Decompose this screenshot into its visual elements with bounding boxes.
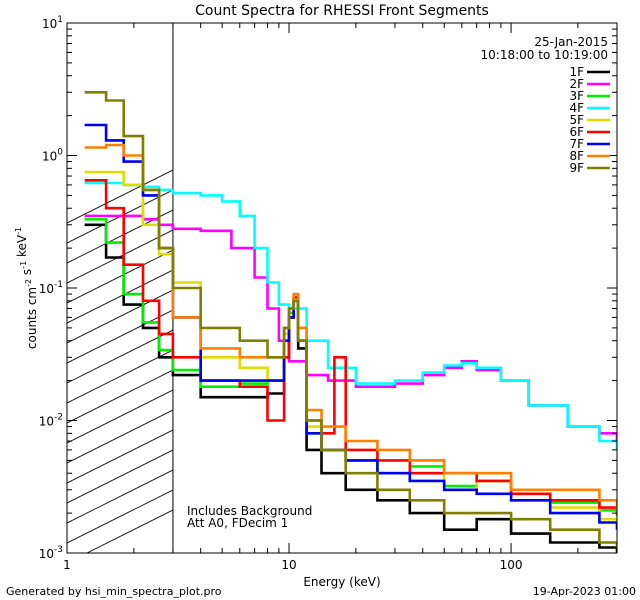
hatched-region [67, 169, 173, 553]
series-line-6F [84, 179, 617, 514]
legend-label-3F: 3F [569, 89, 584, 103]
y-tick-label: 10-1 [39, 280, 63, 296]
hatch-line [67, 289, 173, 344]
hatch-line [67, 429, 173, 484]
hatch-line [67, 449, 173, 504]
legend-label-6F: 6F [569, 125, 584, 139]
y-tick-labels: 10-3 10-2 10-1 100 101 [39, 15, 64, 561]
y-tick-label: 100 [42, 148, 63, 164]
plot-date: 25-Jan-2015 [534, 35, 608, 49]
x-tick-label-100: 100 [500, 558, 523, 572]
hatch-line [67, 389, 173, 444]
legend-label-4F: 4F [569, 101, 584, 115]
hatch-line [67, 349, 173, 404]
y-axis-label: counts cm-2 s-1 keV-1 [14, 227, 39, 349]
series-line-7F [84, 123, 617, 530]
legend-label-9F: 9F [569, 161, 584, 175]
legend-label-2F: 2F [569, 77, 584, 91]
y-tick-label: 10-2 [39, 413, 63, 429]
annotation-background: Includes Background [187, 504, 312, 518]
hatch-line [67, 269, 173, 324]
series-line-9F [84, 91, 617, 548]
legend-label-1F: 1F [569, 65, 584, 79]
legend-label-5F: 5F [569, 113, 584, 127]
hatch-line [67, 469, 173, 524]
hatch-line [86, 509, 173, 553]
legend-label-8F: 8F [569, 149, 584, 163]
hatch-line [67, 409, 173, 464]
hatch-line [67, 249, 173, 304]
y-tick-label: 10-3 [39, 545, 63, 561]
hatch-line [67, 489, 173, 544]
hatch-line [67, 209, 173, 264]
hatch-line [67, 329, 173, 384]
x-tick-label-10: 10 [281, 558, 296, 572]
hatch-line [67, 309, 173, 364]
footer-timestamp: 19-Apr-2023 01:00 [533, 585, 636, 598]
chart-title: Count Spectra for RHESSI Front Segments [195, 3, 489, 19]
footer-generator: Generated by hsi_min_spectra_plot.pro [6, 585, 222, 598]
x-axis-label: Energy (keV) [303, 575, 380, 589]
series-layer [84, 91, 617, 553]
series-line-8F [84, 143, 617, 514]
hatch-line [67, 189, 173, 244]
legend-label-7F: 7F [569, 137, 584, 151]
x-tick-label-1: 1 [63, 558, 71, 572]
y-tick-label: 101 [42, 15, 63, 31]
series-line-2F [84, 214, 617, 441]
series-line-4F [84, 181, 617, 450]
plot-time-range: 10:18:00 to 10:19:00 [481, 48, 608, 62]
hatch-line [67, 369, 173, 424]
annotation-attenuator: Att A0, FDecim 1 [187, 516, 288, 530]
hatch-line [67, 229, 173, 284]
hatch-line [67, 169, 173, 224]
